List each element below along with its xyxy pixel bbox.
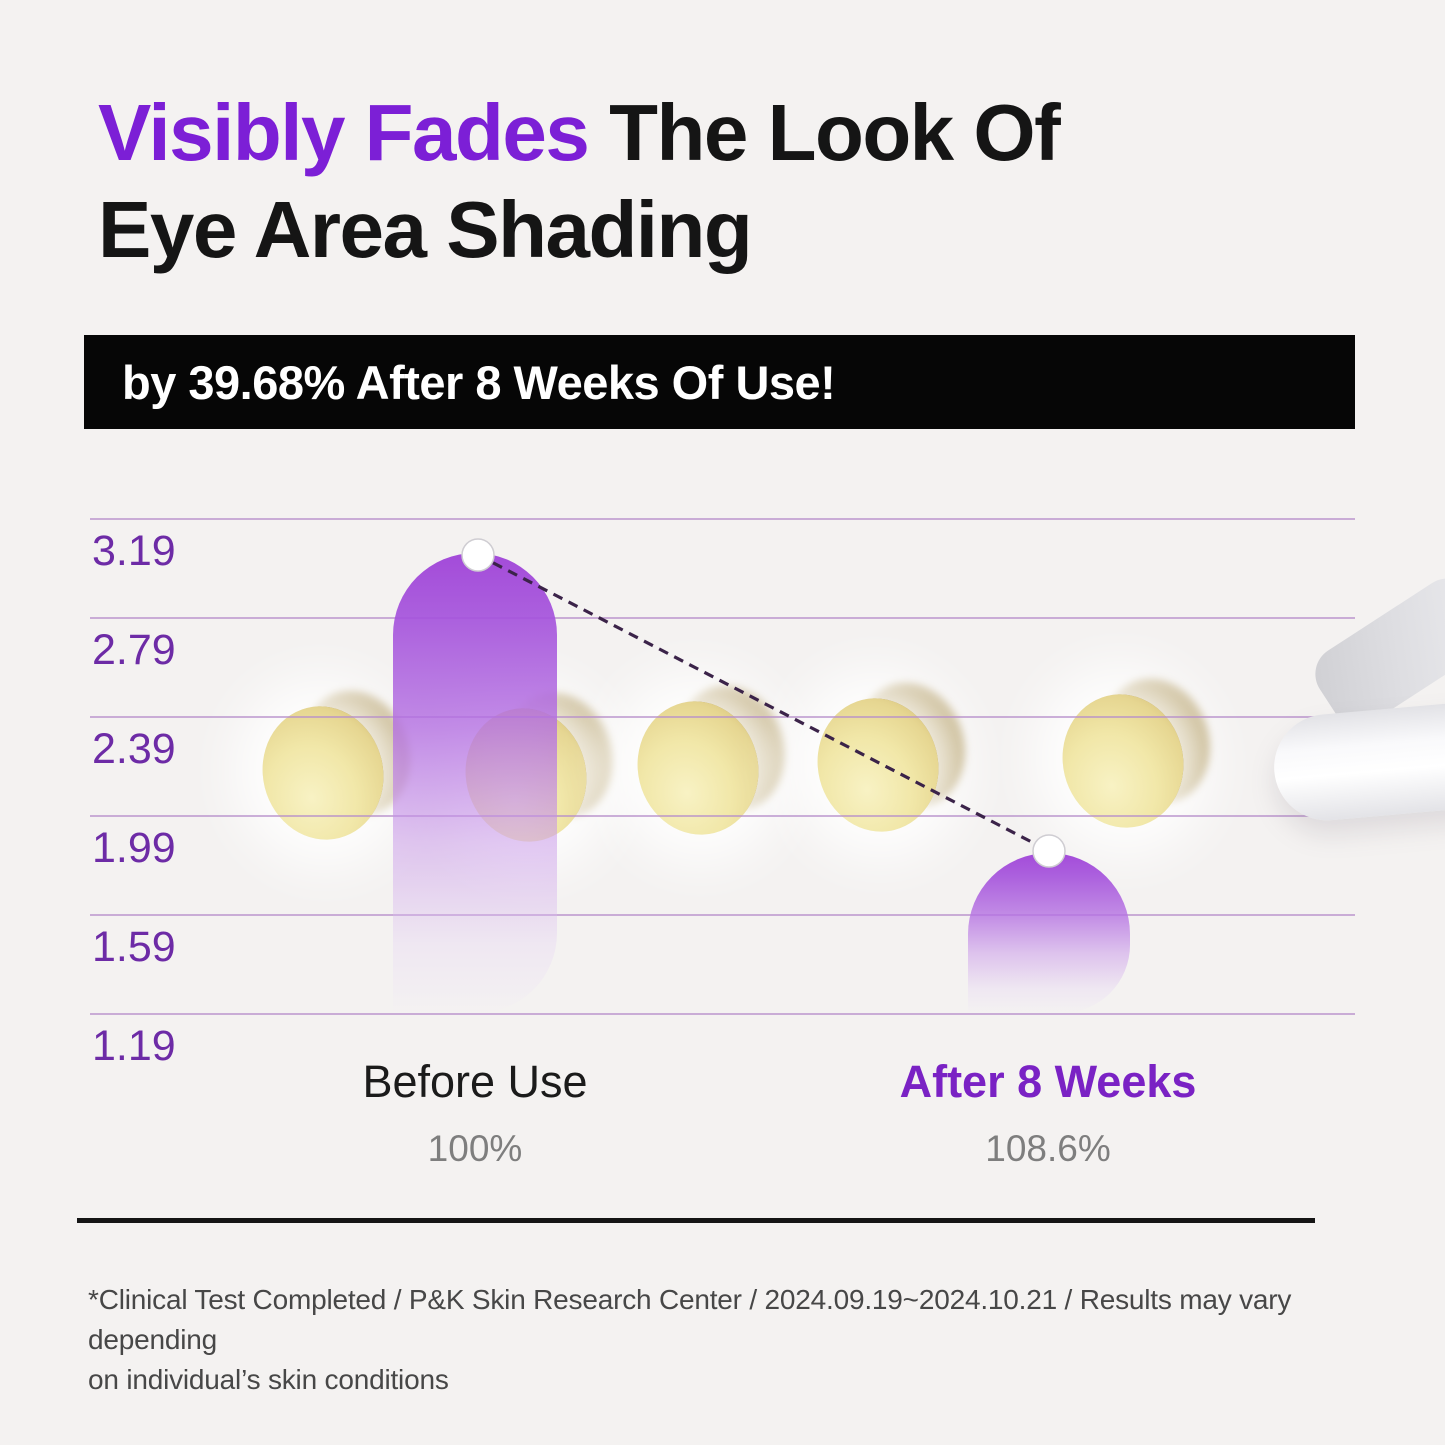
bar-after-8-weeks	[968, 853, 1130, 1013]
percent-label-before: 100%	[427, 1128, 523, 1169]
x-label-after-8-weeks: After 8 Weeks	[899, 1056, 1197, 1107]
gridline	[90, 716, 1355, 718]
percent-label-after: 108.6%	[985, 1128, 1111, 1169]
gridline	[90, 815, 1355, 817]
gridline	[90, 617, 1355, 619]
y-tick-label: 2.39	[92, 725, 176, 773]
y-tick-label: 1.19	[92, 1022, 176, 1070]
gridline	[90, 914, 1355, 916]
y-tick-label: 2.79	[92, 626, 176, 674]
stat-banner: by 39.68% After 8 Weeks Of Use!	[84, 335, 1355, 429]
y-tick-label: 3.19	[92, 527, 176, 575]
y-tick-label: 1.99	[92, 824, 176, 872]
gridline	[90, 518, 1355, 520]
x-label-before-use: Before Use	[362, 1056, 588, 1107]
tube-nozzle-image	[1269, 701, 1445, 825]
footnote: *Clinical Test Completed / P&K Skin Rese…	[88, 1280, 1398, 1400]
headline-line1-rest: The Look Of	[609, 88, 1061, 177]
capsule-image	[638, 685, 788, 845]
bar-before-use	[393, 553, 557, 1013]
headline: Visibly Fades The Look Of Eye Area Shadi…	[98, 84, 1358, 278]
gridline	[90, 1013, 1355, 1015]
capsule-image	[263, 690, 413, 850]
headline-line1: Visibly Fades The Look Of	[98, 84, 1358, 181]
headline-line2: Eye Area Shading	[98, 185, 753, 274]
stat-banner-text: by 39.68% After 8 Weeks Of Use!	[122, 355, 836, 409]
y-tick-label: 1.59	[92, 923, 176, 971]
footnote-line2: on individual’s skin conditions	[88, 1364, 449, 1395]
divider-line	[77, 1218, 1315, 1223]
capsule-image	[818, 682, 968, 842]
footnote-line1: *Clinical Test Completed / P&K Skin Rese…	[88, 1284, 1292, 1355]
capsule-image	[1063, 678, 1213, 838]
headline-highlight: Visibly Fades	[98, 88, 590, 177]
